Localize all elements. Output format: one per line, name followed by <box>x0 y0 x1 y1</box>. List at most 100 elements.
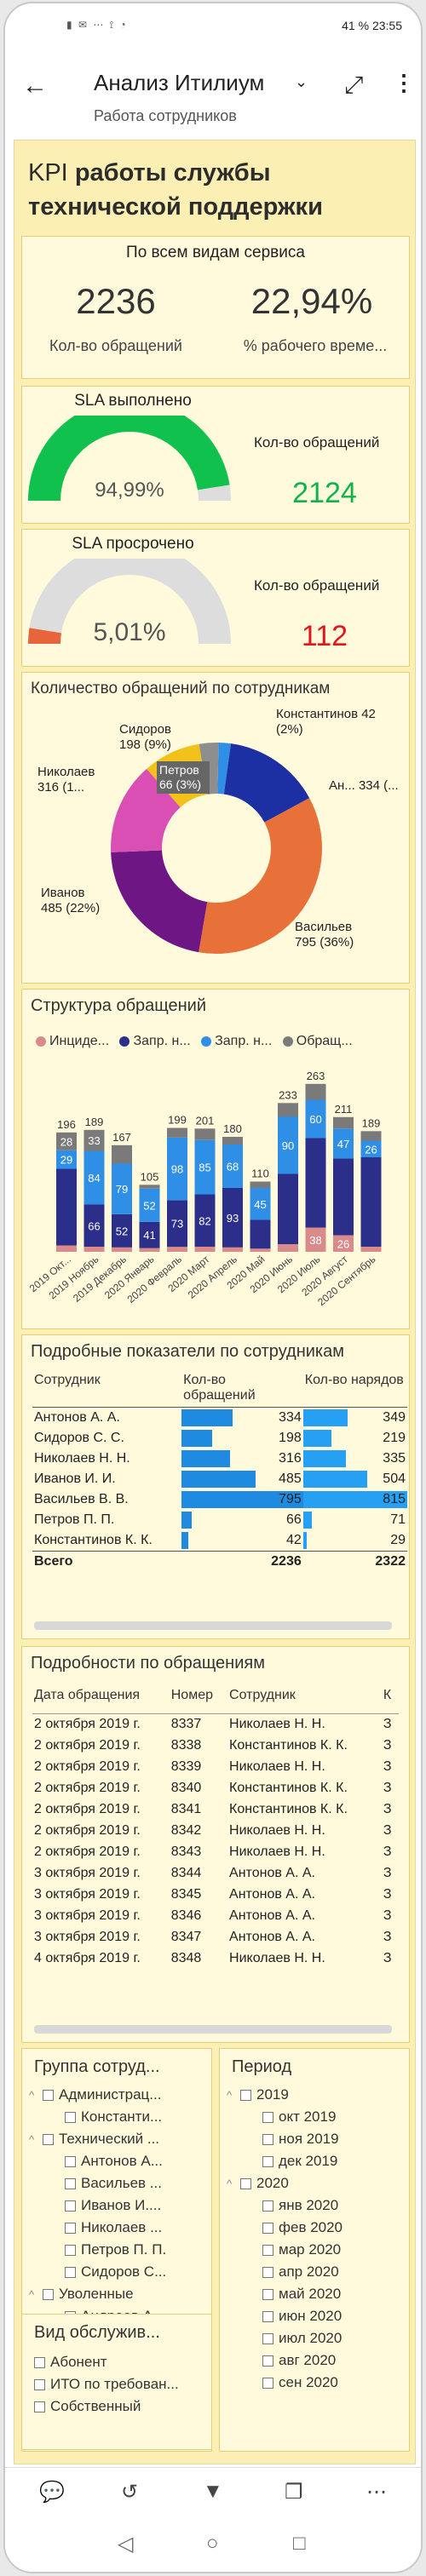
legend-req2[interactable]: Запр. н... <box>215 1034 273 1048</box>
structure-card[interactable]: Структура обращений Инциде... Запр. н...… <box>21 989 410 1329</box>
bar-segment[interactable] <box>333 1235 354 1253</box>
collapse-chevron-icon[interactable]: ^ <box>227 2177 233 2190</box>
checkbox[interactable] <box>34 2379 45 2391</box>
bar-segment[interactable] <box>194 1139 216 1195</box>
staff-table-card[interactable]: Подробные показатели по сотрудникам Сотр… <box>21 1334 410 1639</box>
checkbox[interactable] <box>65 2267 76 2279</box>
bar-segment[interactable] <box>305 1099 326 1139</box>
bar-segment[interactable] <box>112 1145 132 1164</box>
slicer-item[interactable]: июл 2020 <box>227 2330 406 2352</box>
request-row[interactable]: 2 октября 2019 г. 8337 Николаев Н. Н. З <box>32 1714 399 1736</box>
bar-segment[interactable] <box>305 1138 326 1228</box>
bar-segment[interactable] <box>56 1245 77 1253</box>
bar-segment[interactable] <box>250 1248 271 1253</box>
checkbox[interactable] <box>262 2333 273 2345</box>
slicer-item[interactable]: Антонов А... <box>29 2153 208 2175</box>
nav-home-icon[interactable]: ○ <box>206 2532 219 2555</box>
staff-row[interactable]: Николаев Н. Н. 316 335 <box>32 1449 407 1469</box>
nav-recents-icon[interactable]: □ <box>293 2532 306 2555</box>
bar-segment[interactable] <box>360 1247 382 1252</box>
bar-segment[interactable] <box>194 1128 216 1140</box>
slicer-item[interactable]: ноя 2019 <box>227 2131 406 2153</box>
checkbox[interactable] <box>65 2112 76 2124</box>
collapse-chevron-icon[interactable]: ^ <box>29 2133 35 2146</box>
slicer-item[interactable]: янв 2020 <box>227 2197 406 2219</box>
bar-segment[interactable] <box>83 1247 105 1252</box>
period-slicer[interactable]: Период ^ 2019 окт 2019 ноя 2019 дек 2019 ^ 202… <box>219 2048 410 2452</box>
reset-icon[interactable]: ↺ <box>121 2481 139 2504</box>
slicer-item[interactable]: ИТО по требован... <box>34 2376 204 2398</box>
bar-segment[interactable] <box>167 1137 187 1201</box>
requests-table-card[interactable]: Подробности по обращениям Дата обращения… <box>21 1646 410 2043</box>
sla-ok-card[interactable]: SLA выполнено 94,99% Кол-во обращений 21… <box>21 386 410 524</box>
bar-segment[interactable] <box>139 1188 160 1222</box>
bar-segment[interactable] <box>305 1083 326 1100</box>
bar-segment[interactable] <box>278 1116 298 1174</box>
slicer-item[interactable]: окт 2019 <box>227 2108 406 2131</box>
legend-incident[interactable]: Инциде... <box>49 1034 110 1048</box>
slicer-item[interactable]: дек 2019 <box>227 2153 406 2175</box>
request-row[interactable]: 3 октября 2019 г. 8345 Антонов А. А. З <box>32 1885 399 1906</box>
legend-appeal[interactable]: Обращ... <box>296 1034 353 1048</box>
request-row[interactable]: 3 октября 2019 г. 8346 Антонов А. А. З <box>32 1906 399 1927</box>
checkbox[interactable] <box>262 2223 273 2235</box>
bar-segment[interactable] <box>139 1248 160 1253</box>
slicer-item[interactable]: май 2020 <box>227 2286 406 2308</box>
checkbox[interactable] <box>262 2289 273 2301</box>
bar-segment[interactable] <box>112 1163 132 1214</box>
back-arrow-icon[interactable]: ← <box>22 72 48 100</box>
checkbox[interactable] <box>34 2401 45 2413</box>
bar-segment[interactable] <box>360 1157 382 1247</box>
col-orders[interactable]: Кол-во нарядов <box>302 1369 407 1408</box>
nav-back-icon[interactable]: ◁ <box>118 2533 134 2556</box>
request-row[interactable]: 4 октября 2019 г. 8348 Николаев Н. Н. З <box>32 1948 399 1970</box>
slicer-item[interactable]: Собственный <box>34 2398 204 2420</box>
slicer-item[interactable]: ^ Администрац... <box>29 2086 208 2108</box>
more-icon[interactable]: ⋯ <box>366 2481 387 2504</box>
pages-icon[interactable]: ❐ <box>285 2481 303 2504</box>
more-options-icon[interactable]: ⋮ <box>393 70 415 95</box>
slicer-item[interactable]: авг 2020 <box>227 2352 406 2374</box>
staff-row[interactable]: Петров П. П. 66 71 <box>32 1510 407 1530</box>
checkbox[interactable] <box>43 2134 54 2146</box>
collapse-chevron-icon[interactable]: ^ <box>29 2288 35 2301</box>
slicer-item[interactable]: Константи... <box>29 2108 208 2131</box>
staff-row[interactable]: Константинов К. К. 42 29 <box>32 1530 407 1552</box>
slicer-item[interactable]: апр 2020 <box>227 2263 406 2286</box>
col-employee[interactable]: Сотрудник <box>32 1369 182 1408</box>
bar-segment[interactable] <box>278 1103 298 1117</box>
slicer-item[interactable]: ^ Уволенные <box>29 2286 208 2308</box>
slicer-item[interactable]: Сидоров С... <box>29 2263 208 2286</box>
bar-segment[interactable] <box>360 1131 382 1141</box>
checkbox[interactable] <box>65 2245 76 2257</box>
request-row[interactable]: 3 октября 2019 г. 8347 Антонов А. А. З <box>32 1927 399 1948</box>
checkbox[interactable] <box>262 2156 273 2168</box>
bar-segment[interactable] <box>222 1188 243 1248</box>
sla-late-card[interactable]: SLA просрочено 5,01% Кол-во обращений 11… <box>21 529 410 667</box>
donut-slice-2[interactable] <box>199 798 322 954</box>
comment-icon[interactable]: 💬 <box>39 2481 65 2504</box>
staff-row[interactable]: Васильев В. В. 795 815 <box>32 1489 407 1510</box>
donut-slice-0[interactable] <box>217 743 232 795</box>
summary-card[interactable]: По всем видам сервиса 2236 Кол-во обраще… <box>21 236 410 379</box>
request-row[interactable]: 2 октября 2019 г. 8341 Константинов К. К. З <box>32 1799 399 1821</box>
slicer-item[interactable]: ^ 2019 <box>227 2086 406 2108</box>
bar-segment[interactable] <box>83 1204 105 1248</box>
bar-segment[interactable] <box>250 1219 271 1249</box>
bar-segment[interactable] <box>83 1129 105 1151</box>
service-slicer[interactable]: Вид обслужив... Абонент ИТО по требован..… <box>21 2314 212 2450</box>
checkbox[interactable] <box>65 2223 76 2235</box>
checkbox[interactable] <box>65 2200 76 2212</box>
col-date[interactable]: Дата обращения <box>32 1684 170 1714</box>
bar-segment[interactable] <box>194 1194 216 1248</box>
col-employee[interactable]: Сотрудник <box>227 1684 382 1714</box>
bar-segment[interactable] <box>278 1244 298 1252</box>
bar-segment[interactable] <box>333 1128 354 1159</box>
collapse-chevron-icon[interactable]: ^ <box>227 2089 233 2102</box>
bar-segment[interactable] <box>222 1145 243 1188</box>
legend-req1[interactable]: Запр. н... <box>133 1034 191 1048</box>
bar-segment[interactable] <box>333 1116 354 1129</box>
col-requests[interactable]: Кол-во обращений <box>181 1369 303 1408</box>
donut-slice-1[interactable] <box>223 743 310 823</box>
request-row[interactable]: 2 октября 2019 г. 8338 Константинов К. К. З <box>32 1736 399 1757</box>
